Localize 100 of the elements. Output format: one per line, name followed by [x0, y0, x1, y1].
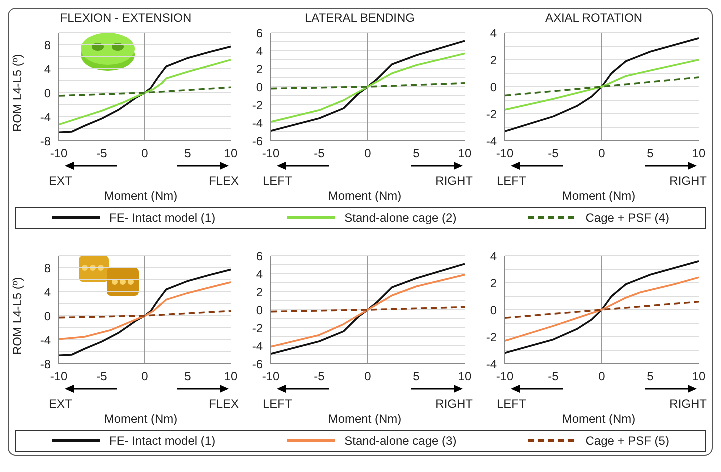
- y-tick-label: -2: [252, 321, 264, 336]
- y-tick-label: -4: [40, 333, 52, 348]
- y-tick-label: -2: [486, 330, 498, 344]
- text: RIGHT: [436, 174, 473, 189]
- y-tick-label: 6: [256, 249, 264, 264]
- y-tick-label: -4: [486, 357, 498, 372]
- legend-label: Cage + PSF (5): [586, 434, 670, 448]
- line-series: [505, 59, 699, 111]
- line-series: [59, 59, 231, 126]
- legend-label: Cage + PSF (4): [586, 211, 670, 225]
- legend-label: Stand-alone cage (2): [344, 211, 457, 225]
- line-series: [271, 40, 465, 132]
- x-tick-label: 5: [184, 370, 192, 384]
- y-tick-label: -8: [40, 357, 52, 372]
- text: LEFT: [263, 397, 292, 412]
- x-tick-label: 5: [413, 370, 420, 384]
- y-tick-label: 0: [256, 80, 264, 94]
- y-axis-title: ROM L4-L5 (º): [10, 277, 24, 355]
- x-tick-label: 5: [184, 146, 192, 161]
- line-series: [59, 268, 231, 356]
- y-tick-label: 6: [256, 26, 264, 40]
- x-tick-label: 10: [692, 370, 706, 384]
- line-series: [59, 282, 231, 340]
- y-tick-label: 4: [256, 44, 264, 58]
- text: RIGHT: [670, 397, 707, 412]
- text: RIGHT: [670, 174, 707, 189]
- x-tick-label: -5: [548, 146, 560, 161]
- y-tick-label: 0: [44, 86, 52, 100]
- text: LEFT: [263, 174, 292, 189]
- y-tick-label: 4: [44, 285, 52, 300]
- y-axis-title: ROM L4-L5 (º): [10, 54, 24, 132]
- x-tick-label: 5: [647, 370, 654, 384]
- y-tick-label: 4: [256, 267, 264, 282]
- y-tick-label: 2: [256, 285, 264, 300]
- y-tick-label: 4: [44, 62, 52, 76]
- x-tick-label: 5: [413, 146, 420, 161]
- text: FLEX: [208, 397, 239, 412]
- line-series: [59, 46, 231, 134]
- chart-title: AXIAL ROTATION: [544, 10, 644, 27]
- legend-label: Stand-alone cage (3): [344, 434, 457, 448]
- y-tick-label: -2: [486, 107, 498, 122]
- y-tick-label: 4: [490, 26, 498, 40]
- x-tick-label: -10: [50, 146, 68, 161]
- y-tick-label: 4: [490, 249, 498, 264]
- legend-label: FE- Intact model (1): [110, 211, 216, 225]
- y-tick-label: 2: [490, 53, 498, 68]
- y-tick-label: 0: [44, 309, 52, 324]
- x-tick-label: 10: [224, 146, 238, 161]
- x-tick-label: -10: [496, 370, 514, 384]
- text: FLEX: [208, 174, 239, 189]
- x-tick-label: 10: [224, 370, 238, 384]
- x-tick-label: 0: [142, 370, 149, 384]
- x-axis-title: Moment (Nm): [327, 412, 403, 427]
- x-tick-label: -10: [50, 370, 68, 384]
- x-tick-label: 0: [598, 370, 606, 384]
- x-tick-label: 5: [647, 146, 654, 161]
- x-axis-title: Moment (Nm): [103, 189, 179, 204]
- y-tick-label: 0: [490, 80, 498, 94]
- x-axis-title: Moment (Nm): [103, 412, 179, 427]
- x-tick-label: 10: [692, 146, 706, 161]
- text: LEFT: [497, 397, 526, 412]
- x-tick-label: 10: [458, 146, 472, 161]
- y-tick-label: -6: [252, 357, 264, 372]
- text: LEFT: [497, 174, 526, 189]
- x-tick-label: 0: [364, 146, 372, 161]
- x-tick-label: -5: [314, 146, 326, 161]
- line-series: [271, 52, 465, 123]
- x-tick-label: -10: [262, 146, 280, 161]
- y-tick-label: 2: [490, 276, 498, 290]
- y-tick-label: -4: [486, 134, 498, 148]
- chart-title: LATERAL BENDING: [304, 10, 416, 27]
- y-tick-label: 0: [490, 303, 498, 318]
- y-tick-label: 2: [256, 62, 264, 76]
- y-tick-label: 8: [44, 261, 52, 276]
- line-series: [271, 274, 465, 348]
- y-tick-label: -4: [40, 110, 52, 124]
- y-tick-label: 8: [44, 38, 52, 52]
- line-series: [505, 38, 699, 132]
- y-tick-label: -2: [252, 98, 264, 112]
- text: EXT: [49, 397, 72, 412]
- x-axis-title: Moment (Nm): [561, 189, 637, 204]
- x-axis-title: Moment (Nm): [327, 189, 403, 204]
- line-series: [271, 263, 465, 355]
- legend-label: FE- Intact model (1): [110, 434, 216, 448]
- x-tick-label: 0: [598, 146, 606, 161]
- y-tick-label: 0: [256, 303, 264, 318]
- chart-title: FLEXION - EXTENSION: [59, 10, 193, 27]
- y-tick-label: -4: [252, 116, 264, 130]
- x-tick-label: 0: [142, 146, 149, 161]
- x-tick-label: -5: [548, 370, 560, 384]
- x-tick-label: 10: [458, 370, 472, 384]
- x-tick-label: -10: [496, 146, 514, 161]
- y-tick-label: -8: [40, 134, 52, 148]
- x-tick-label: -5: [96, 146, 108, 161]
- x-tick-label: 0: [364, 370, 372, 384]
- y-tick-label: -6: [252, 134, 264, 148]
- x-axis-title: Moment (Nm): [561, 412, 637, 427]
- text: EXT: [49, 174, 72, 189]
- x-tick-label: -5: [314, 370, 326, 384]
- y-tick-label: -4: [252, 339, 264, 354]
